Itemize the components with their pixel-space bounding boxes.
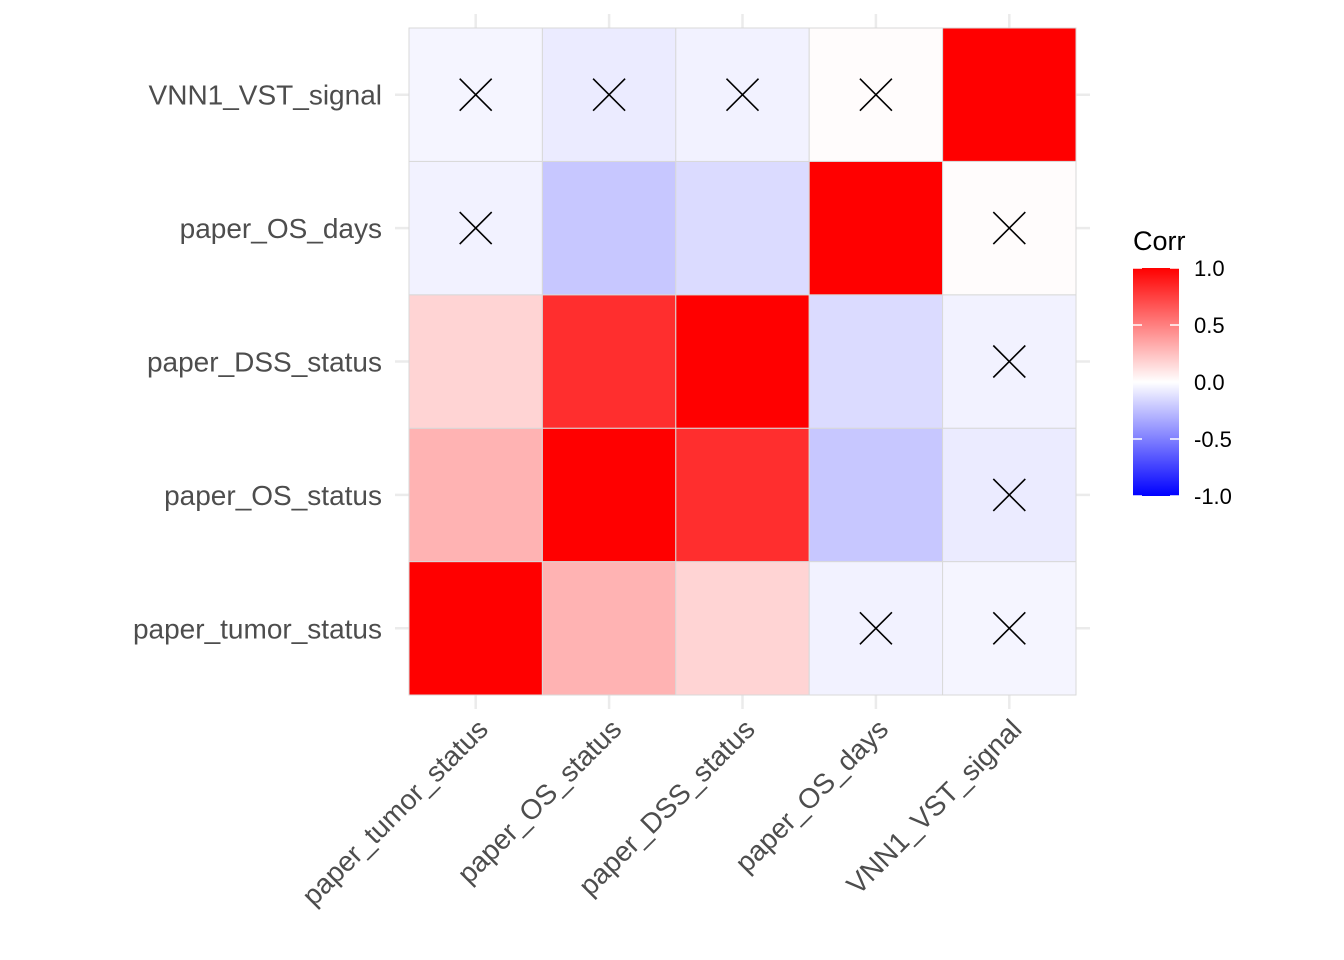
heatmap-cell-paper_tumor_status-paper_DSS_status — [408, 294, 543, 429]
heatmap-cell-paper_OS_days-paper_OS_days — [808, 160, 944, 296]
heatmap-cell-paper_OS_status-paper_OS_status — [541, 427, 677, 563]
insignificant-cross-marker — [459, 78, 493, 112]
heatmap-cell-paper_DSS_status-paper_OS_status — [675, 427, 810, 563]
insignificance-markers — [459, 78, 1026, 645]
heatmap-cell-paper_OS_status-paper_OS_days — [541, 160, 677, 296]
heatmap-cell-paper_tumor_status-paper_OS_status — [408, 427, 543, 563]
heatmap-cell-paper_tumor_status-paper_tumor_status — [408, 561, 543, 696]
heatmap-cell-paper_DSS_status-paper_OS_days — [675, 160, 810, 296]
insignificant-cross-marker — [459, 211, 493, 245]
heatmap-cell-paper_OS_days-paper_OS_status — [808, 427, 944, 563]
legend-tick-label: 1.0 — [1194, 256, 1225, 281]
insignificant-cross-marker — [992, 344, 1026, 379]
legend-tick-label: 0.0 — [1194, 370, 1225, 395]
heatmap-cell-paper_OS_status-paper_tumor_status — [541, 561, 677, 696]
heatmap-cell-paper_OS_days-paper_DSS_status — [808, 294, 944, 429]
heatmap-cell-paper_DSS_status-paper_tumor_status — [675, 561, 810, 696]
heatmap-cell-VNN1_VST_signal-VNN1_VST_signal — [942, 27, 1077, 162]
heatmap-cells — [408, 27, 1077, 696]
insignificant-cross-marker — [725, 78, 760, 112]
y-tick-label: paper_OS_status — [164, 480, 382, 511]
y-tick-label: paper_DSS_status — [147, 347, 382, 378]
legend-tick-label: -1.0 — [1194, 484, 1232, 509]
heatmap-cell-paper_OS_status-paper_DSS_status — [541, 294, 677, 429]
y-tick-label: VNN1_VST_signal — [149, 80, 382, 111]
y-tick-label: paper_tumor_status — [133, 613, 382, 644]
heatmap-cell-paper_DSS_status-paper_DSS_status — [675, 294, 810, 429]
insignificant-cross-marker — [992, 478, 1026, 512]
legend-tick-label: 0.5 — [1194, 313, 1225, 338]
color-legend: Corr 1.0 0.5 0.0 -0.5 -1.0 — [1133, 226, 1232, 509]
legend-tick-label: -0.5 — [1194, 427, 1232, 452]
insignificant-cross-marker — [859, 611, 893, 645]
legend-title: Corr — [1133, 226, 1186, 256]
y-tick-label: paper_OS_days — [180, 213, 382, 244]
x-axis-tick-labels: paper_tumor_statuspaper_OS_statuspaper_D… — [296, 713, 1028, 911]
y-axis-tick-labels: paper_tumor_status paper_OS_status paper_D… — [133, 80, 382, 645]
insignificant-cross-marker — [992, 611, 1026, 645]
insignificant-cross-marker — [592, 78, 626, 112]
insignificant-cross-marker — [859, 78, 893, 112]
insignificant-cross-marker — [992, 211, 1026, 245]
